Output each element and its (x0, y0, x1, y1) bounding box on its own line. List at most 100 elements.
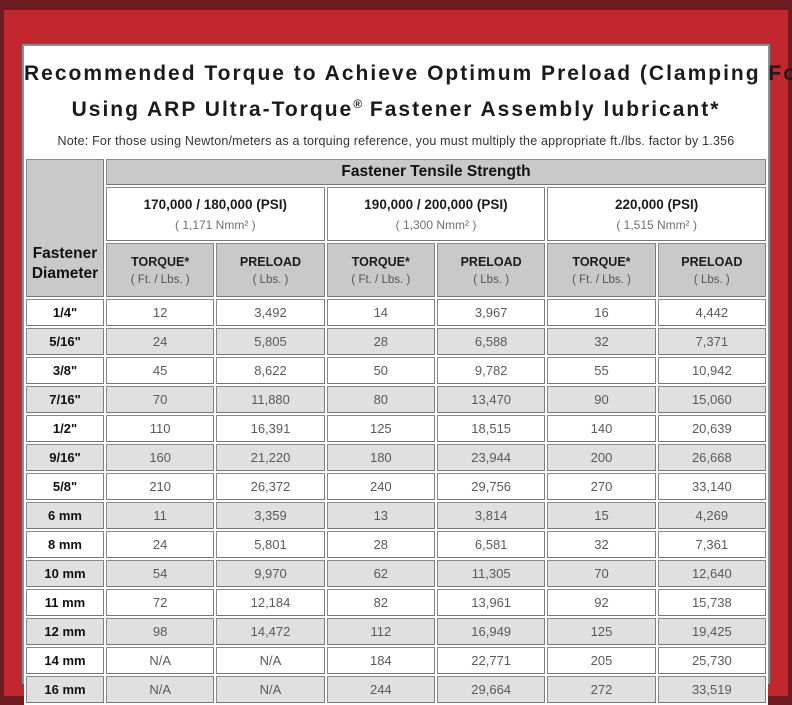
preload-value-cell: 6,588 (437, 328, 545, 355)
document-panel: Recommended Torque to Achieve Optimum Pr… (22, 44, 770, 684)
torque-value-cell: 112 (327, 618, 435, 645)
table-row: 7/16" 70 11,880 80 13,470 90 15,060 (26, 386, 766, 413)
preload-label: PRELOAD (659, 255, 765, 269)
preload-value-cell: 21,220 (216, 444, 324, 471)
torque-unit: ( Ft. / Lbs. ) (548, 274, 654, 286)
psi-header-220: 220,000 (PSI) ( 1,515 Nmm² ) (547, 187, 766, 241)
psi-header-190-200: 190,000 / 200,000 (PSI) ( 1,300 Nmm² ) (327, 187, 546, 241)
preload-value-cell: 19,425 (658, 618, 766, 645)
torque-value-cell: 13 (327, 502, 435, 529)
table-row: 9/16" 160 21,220 180 23,944 200 26,668 (26, 444, 766, 471)
torque-header-1: TORQUE* ( Ft. / Lbs. ) (106, 243, 214, 297)
psi-label: 170,000 / 180,000 (PSI) (107, 197, 324, 212)
torque-value-cell: 240 (327, 473, 435, 500)
title-block: Recommended Torque to Achieve Optimum Pr… (24, 46, 768, 148)
registered-trademark-symbol: ® (353, 97, 362, 111)
torque-value-cell: 82 (327, 589, 435, 616)
row-diameter-label: 6 mm (26, 502, 104, 529)
row-diameter-label: 5/16" (26, 328, 104, 355)
row-diameter-label: 16 mm (26, 676, 104, 703)
preload-label: PRELOAD (217, 255, 323, 269)
preload-value-cell: 26,372 (216, 473, 324, 500)
torque-value-cell: 160 (106, 444, 214, 471)
page-title-line1: Recommended Torque to Achieve Optimum Pr… (24, 58, 768, 89)
torque-header-2: TORQUE* ( Ft. / Lbs. ) (327, 243, 435, 297)
table-body: 1/4" 12 3,492 14 3,967 16 4,442 5/16" 24… (26, 299, 766, 703)
preload-header-2: PRELOAD ( Lbs. ) (437, 243, 545, 297)
red-border-frame: Recommended Torque to Achieve Optimum Pr… (4, 10, 788, 696)
table-row: 5/8" 210 26,372 240 29,756 270 33,140 (26, 473, 766, 500)
torque-value-cell: 70 (547, 560, 655, 587)
preload-value-cell: 33,140 (658, 473, 766, 500)
preload-value-cell: 4,442 (658, 299, 766, 326)
preload-value-cell: 7,361 (658, 531, 766, 558)
row-diameter-label: 3/8" (26, 357, 104, 384)
torque-value-cell: 125 (327, 415, 435, 442)
torque-value-cell: 45 (106, 357, 214, 384)
preload-value-cell: 15,060 (658, 386, 766, 413)
preload-value-cell: 3,967 (437, 299, 545, 326)
title-line2-pre: Using ARP Ultra-Torque (72, 98, 354, 121)
preload-header-3: PRELOAD ( Lbs. ) (658, 243, 766, 297)
conversion-note: Note: For those using Newton/meters as a… (24, 134, 768, 148)
row-diameter-label: 9/16" (26, 444, 104, 471)
preload-unit: ( Lbs. ) (659, 274, 765, 286)
torque-value-cell: 32 (547, 328, 655, 355)
torque-value-cell: 14 (327, 299, 435, 326)
table-row: 5/16" 24 5,805 28 6,588 32 7,371 (26, 328, 766, 355)
torque-value-cell: 244 (327, 676, 435, 703)
title-line2-post: Fastener Assembly lubricant* (362, 98, 720, 121)
preload-value-cell: 14,472 (216, 618, 324, 645)
torque-value-cell: 50 (327, 357, 435, 384)
row-diameter-label: 7/16" (26, 386, 104, 413)
row-diameter-label: 1/2" (26, 415, 104, 442)
torque-preload-header-row: TORQUE* ( Ft. / Lbs. ) PRELOAD ( Lbs. ) … (26, 243, 766, 297)
torque-value-cell: 24 (106, 328, 214, 355)
nmm-label: ( 1,300 Nmm² ) (328, 218, 545, 232)
row-diameter-label: 10 mm (26, 560, 104, 587)
torque-value-cell: 28 (327, 531, 435, 558)
torque-unit: ( Ft. / Lbs. ) (328, 274, 434, 286)
preload-value-cell: 29,664 (437, 676, 545, 703)
preload-value-cell: 13,470 (437, 386, 545, 413)
table-row: 10 mm 54 9,970 62 11,305 70 12,640 (26, 560, 766, 587)
torque-value-cell: 24 (106, 531, 214, 558)
preload-value-cell: 33,519 (658, 676, 766, 703)
torque-value-cell: N/A (106, 647, 214, 674)
preload-value-cell: 29,756 (437, 473, 545, 500)
preload-value-cell: 12,640 (658, 560, 766, 587)
torque-value-cell: 54 (106, 560, 214, 587)
torque-label: TORQUE* (107, 255, 213, 269)
torque-value-cell: 62 (327, 560, 435, 587)
preload-value-cell: 11,305 (437, 560, 545, 587)
preload-value-cell: N/A (216, 647, 324, 674)
preload-value-cell: 7,371 (658, 328, 766, 355)
group-header-row: Fastener Diameter Fastener Tensile Stren… (26, 159, 766, 185)
torque-value-cell: 15 (547, 502, 655, 529)
preload-value-cell: 20,639 (658, 415, 766, 442)
preload-value-cell: 12,184 (216, 589, 324, 616)
table-row: 1/4" 12 3,492 14 3,967 16 4,442 (26, 299, 766, 326)
psi-label: 220,000 (PSI) (548, 197, 765, 212)
torque-header-3: TORQUE* ( Ft. / Lbs. ) (547, 243, 655, 297)
torque-value-cell: 11 (106, 502, 214, 529)
torque-value-cell: 205 (547, 647, 655, 674)
table-row: 14 mm N/A N/A 184 22,771 205 25,730 (26, 647, 766, 674)
preload-value-cell: 16,391 (216, 415, 324, 442)
torque-value-cell: 110 (106, 415, 214, 442)
torque-value-cell: 200 (547, 444, 655, 471)
preload-value-cell: 13,961 (437, 589, 545, 616)
torque-value-cell: 140 (547, 415, 655, 442)
torque-value-cell: 32 (547, 531, 655, 558)
torque-value-cell: 184 (327, 647, 435, 674)
torque-label: TORQUE* (548, 255, 654, 269)
preload-value-cell: 8,622 (216, 357, 324, 384)
preload-value-cell: 4,269 (658, 502, 766, 529)
torque-value-cell: 90 (547, 386, 655, 413)
preload-value-cell: 3,492 (216, 299, 324, 326)
row-diameter-label: 8 mm (26, 531, 104, 558)
torque-value-cell: N/A (106, 676, 214, 703)
nmm-label: ( 1,171 Nmm² ) (107, 218, 324, 232)
table-row: 6 mm 11 3,359 13 3,814 15 4,269 (26, 502, 766, 529)
torque-value-cell: 72 (106, 589, 214, 616)
